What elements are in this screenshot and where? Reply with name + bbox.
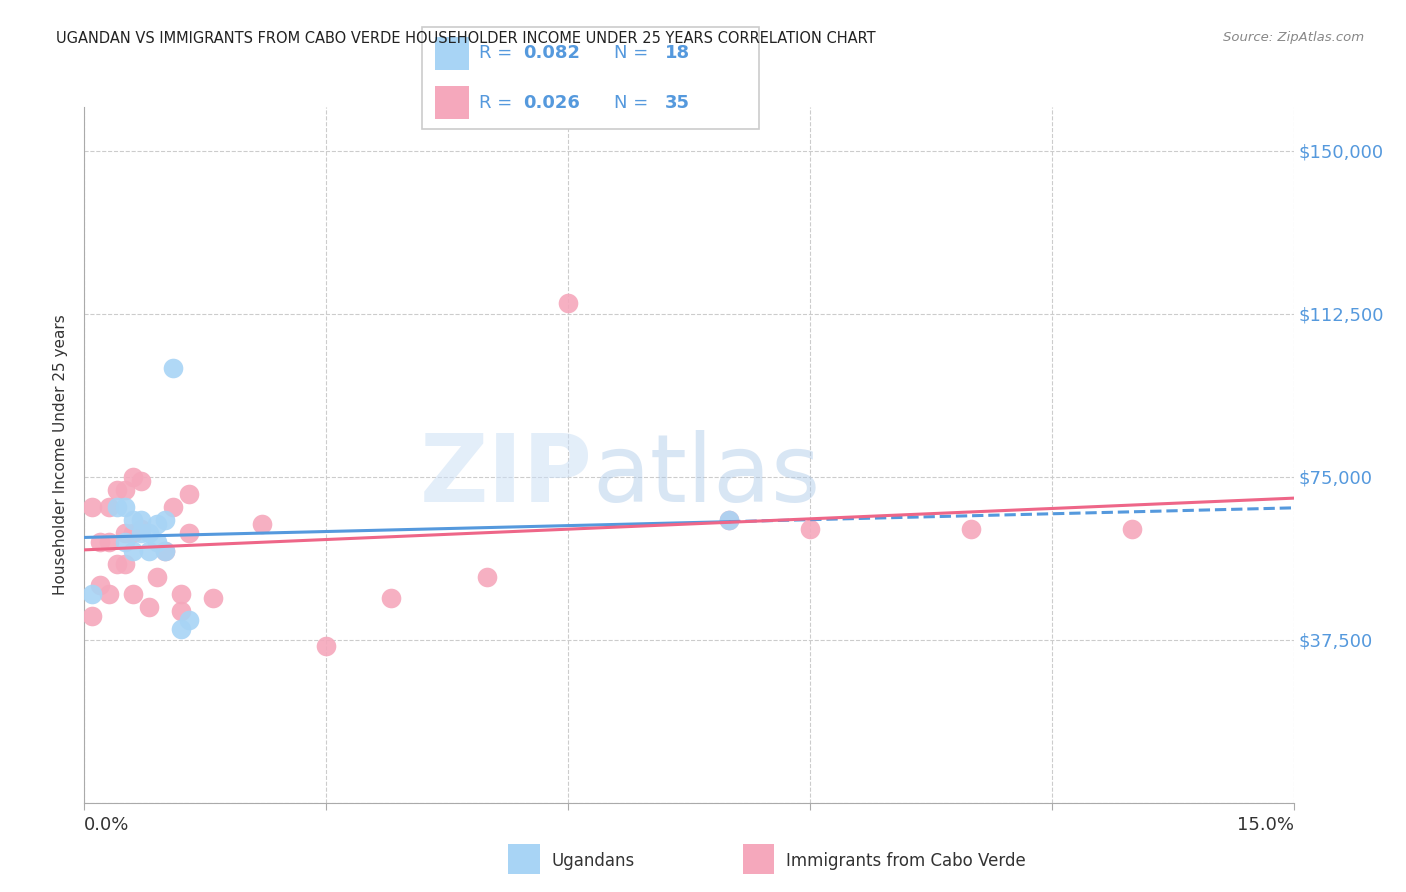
Point [105,483,128,497]
Point [121,587,143,601]
Text: 0.082: 0.082 [523,45,581,62]
Point [179,613,201,627]
Point [97,500,120,514]
Point [202,591,225,606]
Bar [436,87,470,119]
Point [105,557,128,571]
Point [138,600,160,615]
Point [1121,522,1143,536]
Point [129,474,152,488]
FancyBboxPatch shape [422,27,759,129]
Point [129,513,152,527]
Point [315,639,337,653]
Text: R =: R = [479,45,519,62]
Text: ZIP: ZIP [419,430,592,522]
Point [89,578,111,592]
Y-axis label: Householder Income Under 25 years: Householder Income Under 25 years [53,315,69,595]
Point [114,557,136,571]
Point [114,483,136,497]
Point [121,526,143,541]
Point [162,500,184,514]
Point [153,513,176,527]
Point [82,500,104,514]
Point [250,517,273,532]
Point [718,513,741,527]
Point [960,522,983,536]
Text: 35: 35 [665,94,690,112]
Point [114,535,136,549]
Point [129,526,152,541]
Point [146,517,169,532]
Point [153,543,176,558]
Point [97,535,120,549]
Point [146,570,169,584]
Point [82,587,104,601]
Point [380,591,402,606]
Text: N =: N = [614,45,654,62]
Point [114,526,136,541]
Point [121,543,143,558]
Point [129,522,152,536]
Point [89,535,111,549]
Point [557,295,579,310]
Text: N =: N = [614,94,654,112]
Bar [436,37,470,70]
Text: UGANDAN VS IMMIGRANTS FROM CABO VERDE HOUSEHOLDER INCOME UNDER 25 YEARS CORRELAT: UGANDAN VS IMMIGRANTS FROM CABO VERDE HO… [56,31,876,46]
Point [114,500,136,514]
Point [477,570,499,584]
Point [121,469,143,483]
Text: atlas: atlas [592,430,821,522]
Point [170,622,193,636]
Point [138,526,160,541]
Text: 15.0%: 15.0% [1236,816,1294,834]
Point [82,608,104,623]
Text: 0.026: 0.026 [523,94,579,112]
Text: R =: R = [479,94,519,112]
Text: Immigrants from Cabo Verde: Immigrants from Cabo Verde [786,852,1026,870]
Point [105,500,128,514]
Text: 18: 18 [665,45,690,62]
Point [799,522,821,536]
Point [121,513,143,527]
Point [97,587,120,601]
Point [718,513,741,527]
Point [170,605,193,619]
Point [162,361,184,376]
Text: Ugandans: Ugandans [551,852,634,870]
Point [179,487,201,501]
Text: 0.0%: 0.0% [84,816,129,834]
Text: Source: ZipAtlas.com: Source: ZipAtlas.com [1223,31,1364,45]
Point [153,543,176,558]
Point [179,526,201,541]
Point [170,587,193,601]
Point [146,535,169,549]
Point [138,543,160,558]
